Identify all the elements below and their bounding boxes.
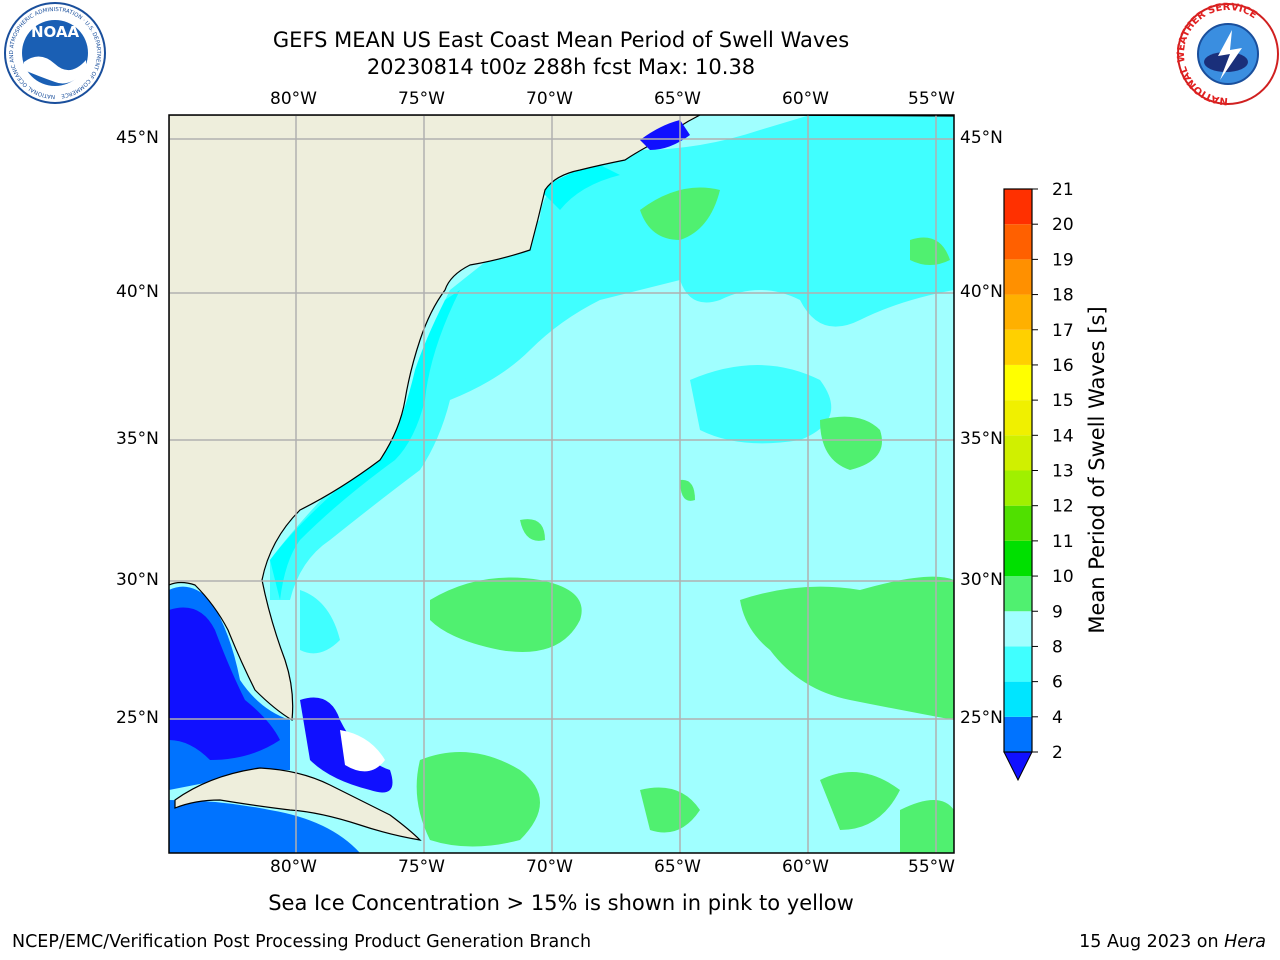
chart-subtitle: 20230814 t00z 288h fcst Max: 10.38: [366, 55, 756, 79]
nws-logo: NATIONAL WEATHER SERVICE: [1176, 2, 1279, 106]
colorbar-cell-20: [1004, 189, 1032, 225]
colorbar-cell-8: [1004, 611, 1032, 647]
colorbar-tick-label-19: 19: [1052, 250, 1074, 270]
lon-label-55w-bottom: 55°W: [908, 857, 955, 877]
colorbar-tick-label-2: 2: [1052, 743, 1063, 763]
colorbar-tick-label-18: 18: [1052, 286, 1074, 306]
gulf-low-swell: [169, 586, 393, 853]
colorbar-cell-19: [1004, 224, 1032, 260]
colorbar-cell-9: [1004, 576, 1032, 612]
lat-label-45n-right: 45°N: [960, 128, 1003, 148]
sea-ice-note: Sea Ice Concentration > 15% is shown in …: [268, 891, 854, 915]
colorbar-extend-arrow: [1003, 751, 1033, 782]
colorbar-cell-12: [1004, 470, 1032, 506]
map-frame: [168, 114, 955, 854]
noaa-logo: NOAA NATIONAL OCEANIC AND ATMOSPHERIC AD…: [4, 2, 106, 104]
colorbar-tick-label-20: 20: [1052, 215, 1074, 235]
lat-label-40n-right: 40°N: [960, 282, 1003, 302]
colorbar-cell-13: [1004, 435, 1032, 471]
lon-label-75w-bottom: 75°W: [398, 857, 445, 877]
colorbar-cell-2: [1004, 716, 1032, 752]
colorbar-cell-11: [1004, 505, 1032, 541]
swell-9-10-regions: [416, 187, 954, 853]
date-text: 15 Aug 2023 on Hera: [1079, 932, 1266, 952]
host-name: Hera: [1224, 932, 1266, 952]
colorbar-tick-label-9: 9: [1052, 602, 1063, 622]
credit-text: NCEP/EMC/Verification Post Processing Pr…: [12, 932, 592, 952]
lon-label-60w-top: 60°W: [782, 89, 829, 109]
colorbar-tick-label-11: 11: [1052, 532, 1074, 552]
lon-label-75w-top: 75°W: [398, 89, 445, 109]
colorbar-cell-14: [1004, 400, 1032, 436]
map-area: [169, 115, 954, 853]
lon-label-80w-top: 80°W: [270, 89, 317, 109]
colorbar-cell-10: [1004, 540, 1032, 577]
chart-title: GEFS MEAN US East Coast Mean Period of S…: [272, 28, 850, 52]
colorbar-cell-16: [1004, 329, 1032, 365]
lon-label-80w-bottom: 80°W: [270, 857, 317, 877]
colorbar-tick-label-21: 21: [1052, 180, 1074, 200]
lat-label-45n-left: 45°N: [116, 128, 159, 148]
colorbar-tick-label-4: 4: [1052, 708, 1063, 728]
colorbar-tick-label-8: 8: [1052, 637, 1063, 657]
lat-label-25n-left: 25°N: [116, 708, 159, 728]
bay-of-fundy: [640, 120, 690, 150]
colorbar-tick-label-10: 10: [1052, 567, 1074, 587]
lon-label-55w-top: 55°W: [908, 89, 955, 109]
colorbar-tick-label-14: 14: [1052, 426, 1074, 446]
lat-label-35n-right: 35°N: [960, 429, 1003, 449]
lat-label-30n-right: 30°N: [960, 570, 1003, 590]
colorbar-cell-6: [1004, 646, 1032, 682]
colorbar-cell-15: [1004, 364, 1032, 401]
swell-4-6-regions: [270, 165, 620, 600]
colorbar-tick-label-17: 17: [1052, 321, 1074, 341]
colorbar-title: Mean Period of Swell Waves [s]: [1085, 306, 1109, 634]
colorbar: 2 4 6 8 9 10 11 12 13 14 15 16 17 18 19 20 21: [1003, 180, 1074, 782]
lon-label-65w-bottom: 65°W: [654, 857, 701, 877]
date-value: 15 Aug 2023 on: [1079, 932, 1225, 952]
colorbar-tick-label-12: 12: [1052, 497, 1074, 517]
swell-6-8-regions: [270, 115, 954, 654]
colorbar-tick-label-13: 13: [1052, 462, 1074, 482]
lat-label-40n-left: 40°N: [116, 282, 159, 302]
colorbar-cell-4: [1004, 681, 1032, 717]
lat-label-25n-right: 25°N: [960, 708, 1003, 728]
lon-label-65w-top: 65°W: [654, 89, 701, 109]
colorbar-tick-label-16: 16: [1052, 356, 1074, 376]
colorbar-cell-17: [1004, 294, 1032, 330]
colorbar-cell-18: [1004, 259, 1032, 295]
colorbar-tick-label-6: 6: [1052, 673, 1063, 693]
lat-label-35n-left: 35°N: [116, 429, 159, 449]
lon-label-70w-top: 70°W: [526, 89, 573, 109]
lon-label-70w-bottom: 70°W: [526, 857, 573, 877]
colorbar-tick-label-15: 15: [1052, 391, 1074, 411]
lon-label-60w-bottom: 60°W: [782, 857, 829, 877]
map-grid: [169, 115, 954, 853]
lat-label-30n-left: 30°N: [116, 570, 159, 590]
noaa-logo-text: NOAA: [31, 23, 80, 41]
